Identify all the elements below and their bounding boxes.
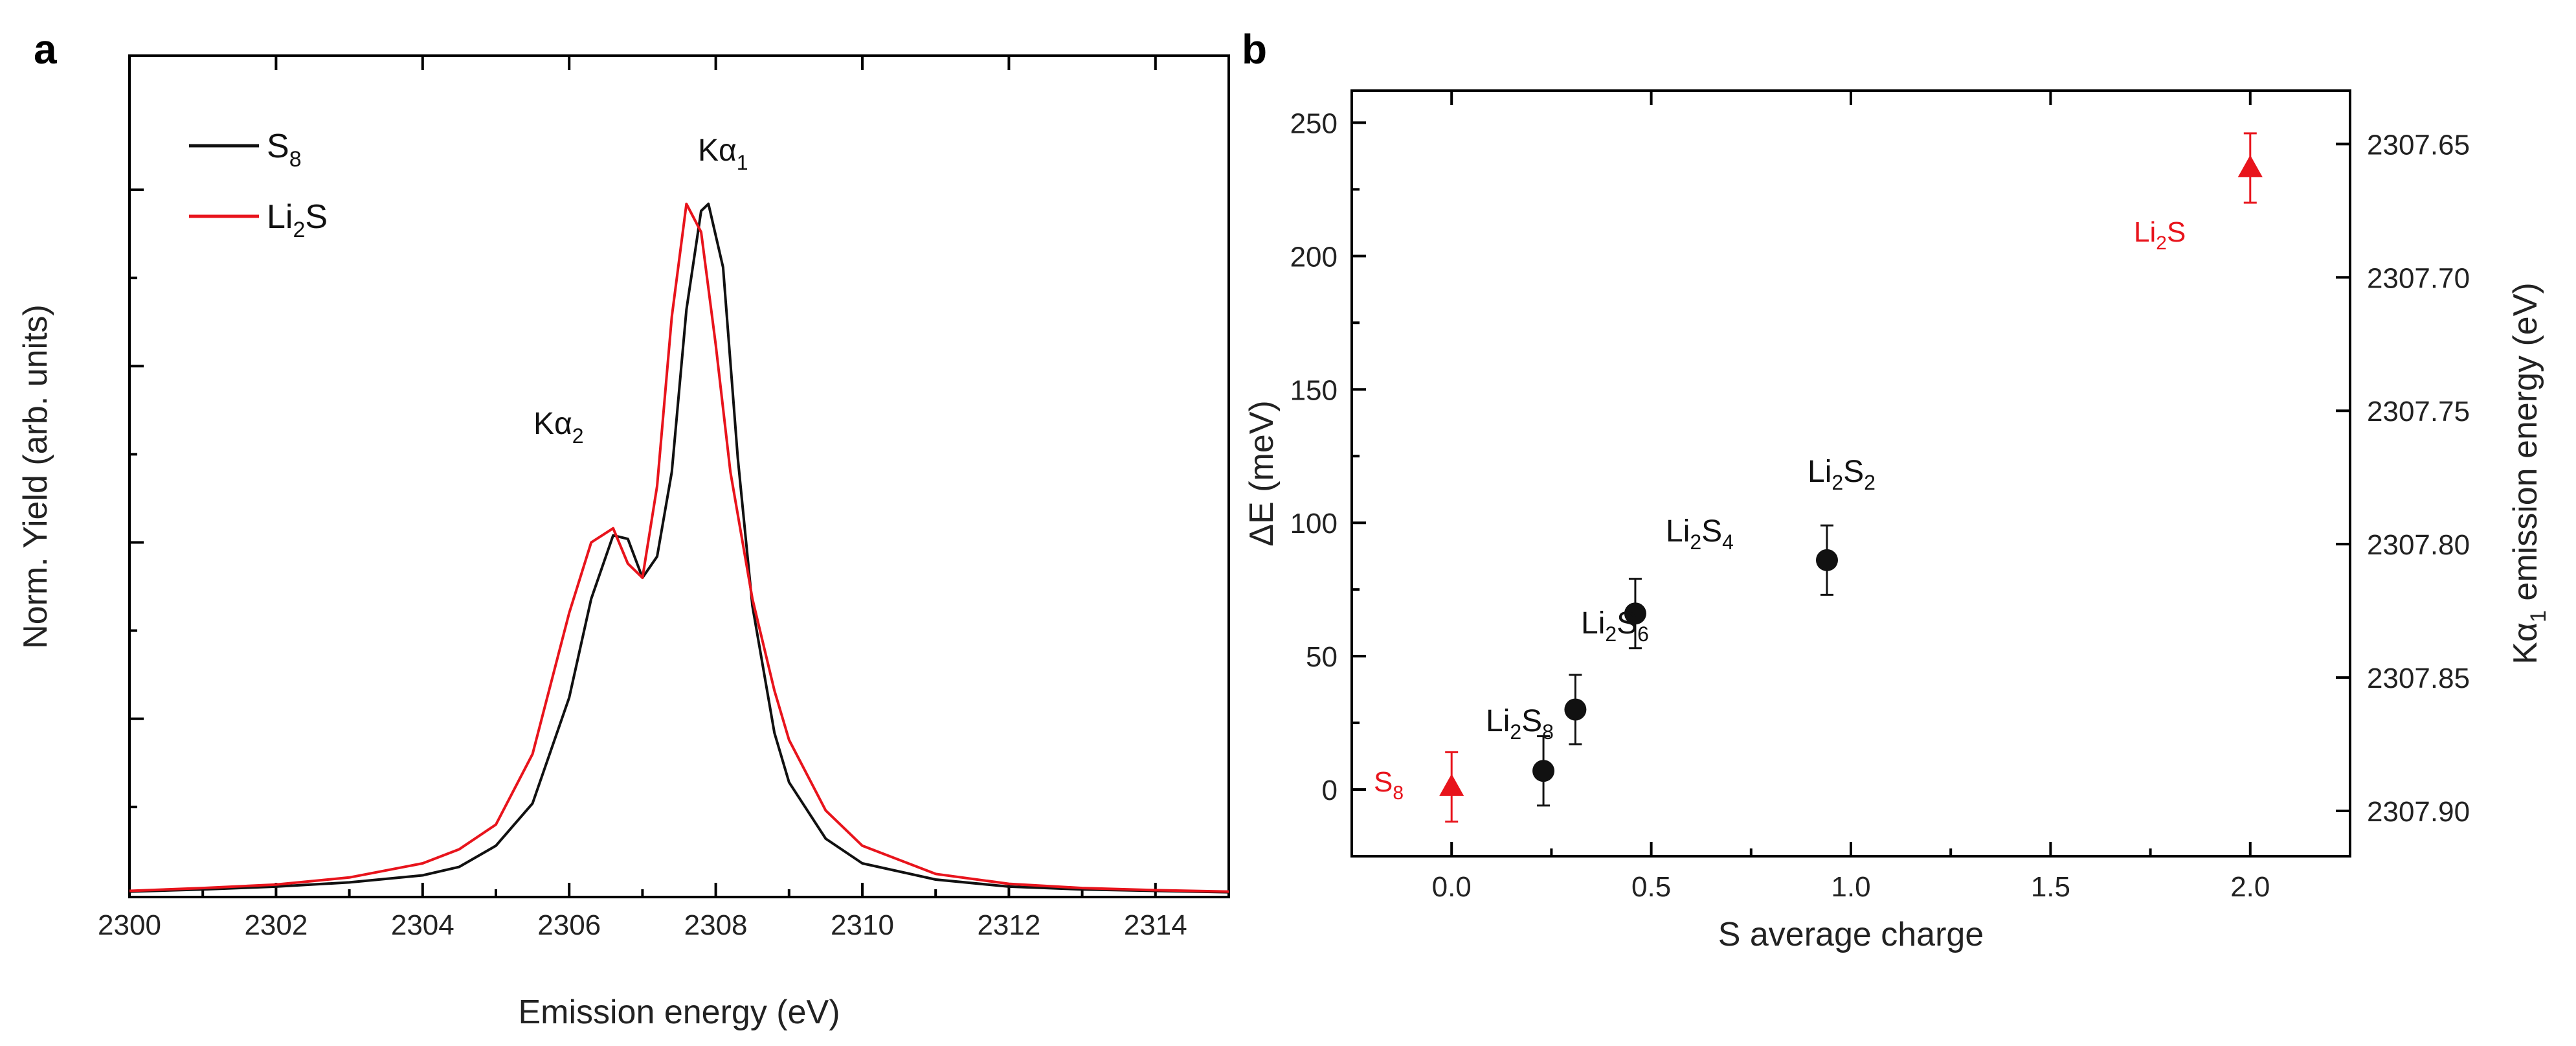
y2-title-sub: 1 (2526, 610, 2551, 622)
y-axis-title-b: ΔE (meV) (1243, 400, 1281, 546)
legend-a: S8 Li2S (189, 128, 328, 242)
point-label-li2s: Li2S (2134, 216, 2186, 254)
annotation-kalpha1: Kα1 (698, 133, 748, 174)
y-tick-label-b: 50 (1306, 641, 1338, 673)
spectrum-line-li2s (129, 202, 1229, 893)
y-tick-label-b: 250 (1290, 108, 1338, 139)
y2-tick-label-b: 2307.70 (2367, 262, 2470, 294)
x-tick-label-b: 0.5 (1631, 871, 1671, 903)
point-label-li2s6: Li2S6 (1581, 606, 1649, 646)
data-point-circle (1624, 602, 1646, 625)
plot-frame-a (128, 54, 1230, 898)
y2-axis-ticks-b: 2307.65 2307.70 2307.75 2307.80 2307.85 2307.… (2336, 129, 2470, 828)
y2-tick-label-b: 2307.80 (2367, 529, 2470, 561)
x-axis-ticks-a: 2300 2302 2304 2306 2308 2310 2312 2314 (98, 56, 1187, 941)
data-points-b (1439, 132, 2263, 823)
panel-label-a: a (34, 26, 57, 73)
x-tick-label-a: 2304 (391, 909, 454, 941)
annotation-kalpha2-base: Kα (533, 407, 572, 441)
x-tick-label-b: 2.0 (2230, 871, 2270, 903)
data-point-circle (1532, 760, 1555, 782)
panel-b-energy-shift: b 0.0 0.5 1.0 1.5 2.0 0 50 100 150 200 250 2307.6… (1242, 26, 2551, 953)
legend-li2s-tail: S (305, 198, 328, 236)
y2-tick-label-b: 2307.65 (2367, 129, 2470, 161)
legend-li2s-sub: 2 (293, 218, 305, 242)
panel-a-emission-spectra: a 2300 2302 2304 2306 2308 2310 2312 2314 Emiss… (17, 26, 1230, 1031)
annotation-kalpha1-base: Kα (698, 133, 737, 168)
annotation-kalpha1-sub: 1 (737, 151, 748, 174)
x-tick-label-b: 1.0 (1831, 871, 1870, 903)
y2-tick-label-b: 2307.75 (2367, 396, 2470, 427)
legend-label-li2s: Li2S (267, 198, 328, 242)
annotation-kalpha2-sub: 2 (572, 424, 584, 448)
legend-label-s8: S8 (267, 128, 302, 172)
x-tick-label-a: 2302 (244, 909, 308, 941)
legend-s8-sub: 8 (289, 147, 302, 172)
x-tick-label-a: 2310 (831, 909, 894, 941)
data-point-circle (1815, 549, 1838, 571)
x-tick-label-b: 1.5 (2031, 871, 2070, 903)
y-axis-ticks-b: 0 50 100 150 200 250 (1290, 108, 1366, 806)
point-label-li2s2: Li2S2 (1808, 455, 1876, 494)
y-tick-label-b: 100 (1290, 508, 1338, 540)
x-tick-label-a: 2314 (1124, 909, 1187, 941)
y2-title-base: Kα (2507, 622, 2544, 665)
data-point-circle (1564, 698, 1587, 721)
y2-axis-title-b: Kα1 emission energy (eV) (2507, 282, 2551, 664)
x-axis-title-a: Emission energy (eV) (518, 994, 840, 1031)
x-axis-title-b: S average charge (1718, 916, 1984, 953)
point-label-li2s8: Li2S8 (1486, 704, 1554, 744)
y-tick-label-b: 150 (1290, 374, 1338, 406)
legend-s8-base: S (267, 128, 289, 165)
data-point-triangle (1439, 773, 1464, 796)
y2-title-tail: emission energy (eV) (2507, 282, 2544, 610)
y2-tick-label-b: 2307.85 (2367, 663, 2470, 694)
spectrum-line-s8 (129, 202, 1229, 894)
x-tick-label-a: 2306 (537, 909, 601, 941)
x-tick-label-b: 0.0 (1432, 871, 1472, 903)
x-tick-label-a: 2312 (977, 909, 1040, 941)
y-axis-ticks-a (129, 188, 144, 808)
y-tick-label-b: 200 (1290, 241, 1338, 273)
legend-li2s-base: Li (267, 198, 293, 236)
annotation-kalpha2: Kα2 (533, 407, 584, 448)
point-label-li2s4: Li2S4 (1666, 514, 1734, 554)
x-tick-label-a: 2308 (684, 909, 748, 941)
data-point-triangle (2237, 155, 2263, 177)
x-axis-ticks-b: 0.0 0.5 1.0 1.5 2.0 (1350, 91, 2270, 903)
point-label-s8: S8 (1374, 766, 1404, 804)
panel-label-b: b (1242, 26, 1267, 73)
x-tick-label-a: 2300 (98, 909, 161, 941)
y-axis-title-a: Norm. Yield (arb. units) (17, 304, 54, 649)
y2-tick-label-b: 2307.90 (2367, 796, 2470, 828)
y-tick-label-b: 0 (1322, 775, 1338, 806)
spectra-lines (129, 202, 1229, 894)
